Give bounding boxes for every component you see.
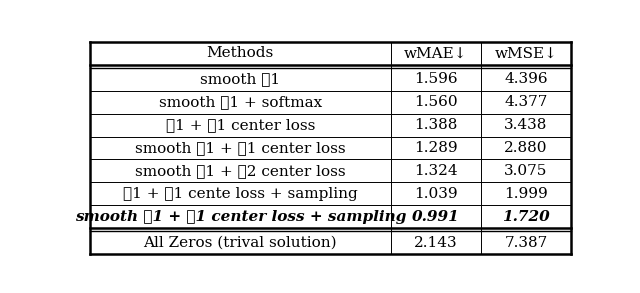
- Text: 2.880: 2.880: [504, 141, 548, 155]
- Text: wMAE↓: wMAE↓: [404, 46, 467, 60]
- Text: smooth ℓ1 + ℓ1 center loss + sampling: smooth ℓ1 + ℓ1 center loss + sampling: [75, 210, 406, 224]
- Text: 1.720: 1.720: [502, 210, 550, 224]
- Text: 0.991: 0.991: [412, 210, 460, 224]
- Text: 1.999: 1.999: [504, 187, 548, 201]
- Text: 1.039: 1.039: [414, 187, 458, 201]
- Text: 1.388: 1.388: [414, 118, 458, 132]
- Text: All Zeros (trival solution): All Zeros (trival solution): [143, 236, 337, 250]
- Text: smooth ℓ1 + ℓ2 center loss: smooth ℓ1 + ℓ2 center loss: [135, 164, 346, 178]
- Text: 1.289: 1.289: [414, 141, 458, 155]
- Text: wMSE↓: wMSE↓: [495, 46, 557, 60]
- Text: smooth ℓ1 + ℓ1 center loss: smooth ℓ1 + ℓ1 center loss: [135, 141, 346, 155]
- Text: ℓ1 + ℓ1 center loss: ℓ1 + ℓ1 center loss: [166, 118, 315, 132]
- Text: 3.075: 3.075: [504, 164, 548, 178]
- Text: 1.324: 1.324: [414, 164, 458, 178]
- Text: 1.560: 1.560: [414, 95, 458, 109]
- Text: 4.377: 4.377: [504, 95, 548, 109]
- Text: 2.143: 2.143: [414, 236, 458, 250]
- Text: smooth ℓ1 + softmax: smooth ℓ1 + softmax: [159, 95, 322, 109]
- Text: 1.596: 1.596: [414, 72, 458, 86]
- Text: 3.438: 3.438: [504, 118, 548, 132]
- Text: 4.396: 4.396: [504, 72, 548, 86]
- Text: 7.387: 7.387: [504, 236, 548, 250]
- Text: ℓ1 + ℓ1 cente loss + sampling: ℓ1 + ℓ1 cente loss + sampling: [123, 187, 358, 201]
- Text: Methods: Methods: [207, 46, 274, 60]
- Text: smooth ℓ1: smooth ℓ1: [200, 72, 280, 86]
